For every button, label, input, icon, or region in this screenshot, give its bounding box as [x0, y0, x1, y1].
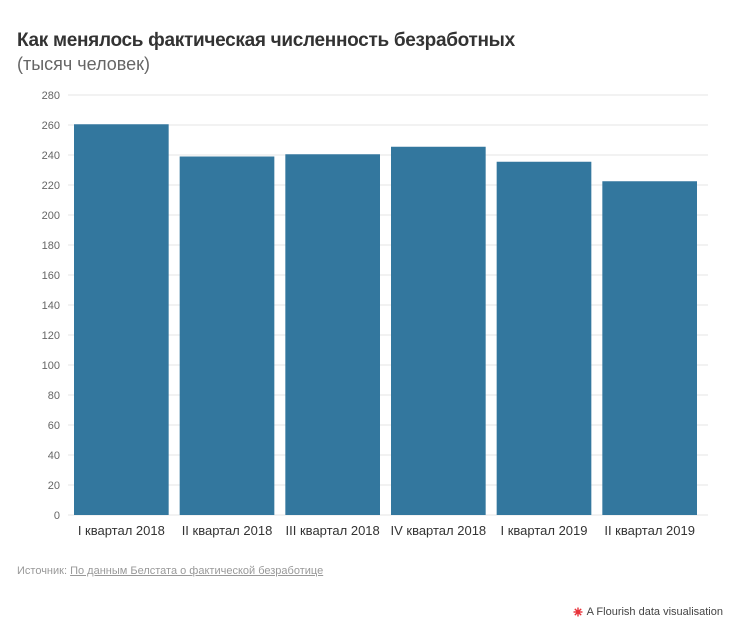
y-tick-label: 180	[42, 240, 60, 252]
x-tick-label: I квартал 2018	[78, 523, 165, 538]
bar-chart: 0 20 40 60 80 100 120 140 160 180 200 220 240 260 280 I…	[42, 90, 708, 538]
y-tick-label: 280	[42, 90, 60, 102]
chart-subtitle: (тысяч человек)	[17, 54, 151, 74]
flourish-logo-center	[575, 610, 580, 614]
bar	[496, 161, 592, 515]
x-tick-label: III квартал 2018	[286, 523, 380, 538]
bar	[391, 146, 486, 515]
y-tick-label: 260	[42, 120, 60, 132]
bar	[74, 124, 169, 515]
y-tick-label: 240	[42, 150, 60, 162]
x-tick-label: IV квартал 2018	[390, 523, 486, 538]
source-prefix: Источник:	[17, 565, 68, 577]
bar	[285, 154, 380, 515]
flourish-logo-icon	[573, 607, 583, 617]
y-tick-label: 40	[48, 450, 60, 462]
y-tick-label: 80	[48, 390, 60, 402]
flourish-credit[interactable]: A Flourish data visualisation	[573, 606, 723, 618]
x-tick-label: II квартал 2019	[604, 523, 695, 538]
y-tick-label: 160	[42, 270, 60, 282]
x-tick-label: I квартал 2019	[500, 523, 587, 538]
x-tick-label: II квартал 2018	[182, 523, 273, 538]
y-tick-label: 140	[42, 300, 60, 312]
y-tick-label: 100	[42, 360, 60, 372]
y-tick-label: 20	[48, 480, 60, 492]
y-tick-label: 120	[42, 330, 60, 342]
bar	[179, 156, 275, 515]
y-tick-label: 220	[42, 180, 60, 192]
y-tick-label: 200	[42, 210, 60, 222]
y-tick-label: 60	[48, 420, 60, 432]
source-link[interactable]: По данным Белстата о фактической безрабо…	[70, 565, 324, 577]
credit-label: A Flourish data visualisation	[586, 606, 723, 618]
chart-title: Как менялось фактическая численность без…	[17, 30, 515, 51]
y-tick-label: 0	[54, 510, 60, 522]
source-note: Источник: По данным Белстата о фактическ…	[17, 565, 323, 577]
bar	[602, 181, 697, 515]
